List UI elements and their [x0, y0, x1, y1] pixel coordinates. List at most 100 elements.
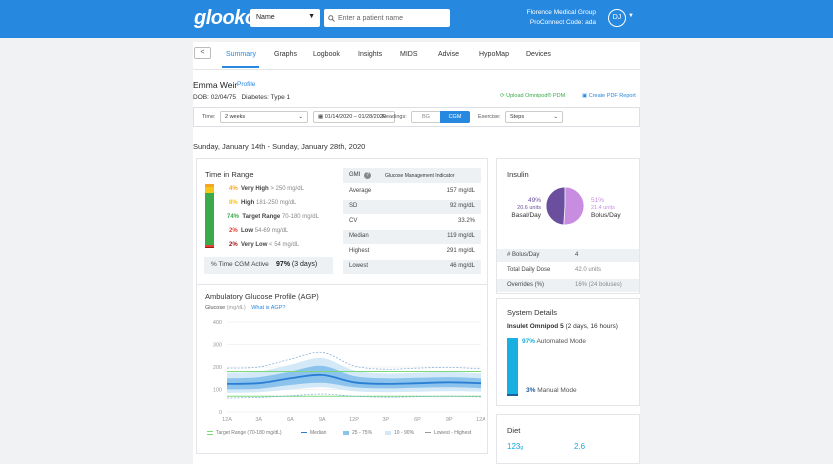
tab-hypomap[interactable]: HypoMap — [479, 51, 509, 58]
bolus-label: Bolus/Day — [591, 212, 621, 219]
highest-line — [226, 351, 482, 370]
legend-label: Target Range (70-180 mg/dL) — [216, 430, 282, 436]
x-tick-label: 12A — [476, 417, 485, 423]
insulin-row: Overrides (%) 16% (24 boluses) — [497, 279, 639, 292]
legend-swatch — [343, 430, 349, 435]
x-tick-label: 12A — [222, 417, 232, 423]
tab-insights[interactable]: Insights — [358, 51, 383, 58]
cgm-active-value: 97% — [276, 261, 291, 268]
avatar[interactable]: DJ — [608, 9, 626, 27]
insulin-title: Insulin — [507, 170, 529, 179]
chevron-down-icon[interactable]: ▼ — [628, 13, 634, 19]
agp-ylabel: Glucose (mg/dL) What is AGP? — [205, 305, 285, 311]
insulin-row-value: 42.0 units — [575, 267, 602, 273]
diabetes-label: Diabetes: — [241, 94, 269, 101]
patient-search-input[interactable]: Enter a patient name — [324, 9, 450, 27]
insulin-row: Total Daily Dose 42.0 units — [497, 264, 639, 277]
automated-mode-row: 97% Automated Mode — [522, 338, 586, 345]
cgm-active-box: % Time CGM Active 97% (3 days) — [204, 257, 333, 274]
readings-label: Readings: — [382, 114, 407, 120]
tir-low-range: 54-69 mg/dL — [254, 228, 289, 234]
legend-10-90: 10 - 90% — [385, 430, 414, 436]
y-tick-label: 300 — [213, 343, 222, 349]
help-icon[interactable]: ? — [364, 172, 372, 179]
legend-25-75: 25 - 75% — [343, 430, 372, 436]
back-button[interactable]: < — [194, 47, 211, 59]
agp-ylabel-text: Glucose — [205, 305, 226, 311]
time-select[interactable]: 2 weeks ⌄ — [220, 111, 308, 123]
tab-mids[interactable]: MIDS — [400, 51, 418, 58]
tir-bar-segment — [205, 192, 214, 246]
upload-omnipod-link[interactable]: ⟳ Upload Omnipod® PDM — [500, 93, 565, 99]
what-is-agp-link[interactable]: What is AGP? — [251, 305, 286, 311]
tir-target-range: 70-180 mg/dL — [281, 214, 319, 220]
name-select-value: Name — [256, 14, 275, 21]
legend-swatch — [425, 432, 431, 434]
tir-bar-segment — [205, 245, 214, 247]
pdf-label: Create PDF Report — [588, 93, 636, 99]
stat-row: Highest 291 mg/dL — [343, 245, 481, 259]
tir-very-high-pct: 4% — [229, 186, 238, 192]
chevron-down-icon: ⌄ — [298, 114, 303, 120]
divider — [196, 284, 488, 285]
legend-target: Target Range (70-180 mg/dL) — [207, 430, 282, 436]
stat-row: CV 33.2% — [343, 215, 481, 229]
tir-row-low: 2% Low 54-69 mg/dL — [229, 228, 288, 234]
mode-bar — [507, 338, 518, 396]
stat-label: CV — [349, 218, 358, 224]
tab-logbook[interactable]: Logbook — [313, 51, 340, 58]
create-pdf-link[interactable]: ▣ Create PDF Report — [582, 93, 636, 99]
stat-label: Highest — [349, 248, 370, 254]
legend-label: Median — [310, 430, 327, 436]
tir-target-pct: 74% — [227, 214, 240, 220]
insulin-row-value: 16% (24 boluses) — [575, 282, 622, 288]
dob-label: DOB: — [193, 94, 209, 101]
stat-label: Lowest — [349, 263, 369, 269]
search-placeholder: Enter a patient name — [338, 14, 403, 22]
legend-swatch — [301, 431, 307, 434]
logo[interactable]: glooko — [194, 7, 257, 29]
stat-value: 33.2% — [457, 218, 475, 224]
x-tick-label: 3P — [382, 417, 389, 423]
system-details-card — [496, 298, 640, 406]
y-tick-label: 200 — [213, 365, 222, 371]
manual-label: Manual Mode — [537, 387, 577, 394]
gmi-header-row: GMI ? Glucose Management Indicator — [343, 168, 481, 183]
tab-graphs[interactable]: Graphs — [274, 51, 297, 58]
exercise-select[interactable]: Steps ⌄ — [505, 111, 563, 123]
tir-low-pct: 2% — [229, 228, 238, 234]
tab-advise[interactable]: Advise — [438, 51, 460, 58]
diet-title: Diet — [507, 426, 521, 435]
profile-link[interactable]: Profile — [237, 81, 256, 88]
device-info: Insulet Omnipod 5 (2 days, 16 hours) — [507, 323, 618, 330]
date-range-picker[interactable]: ▦ 01/14/2020 – 01/28/2020 — [313, 111, 395, 123]
insulin-row-label: # Bolus/Day — [507, 252, 540, 258]
tir-high-range: 181-250 mg/dL — [256, 200, 297, 206]
cgm-active-days: (3 days) — [291, 261, 318, 268]
insulin-pie — [545, 186, 585, 226]
name-select[interactable]: Name ▼ — [250, 9, 320, 27]
tir-high-pct: 8% — [229, 200, 238, 206]
tab-summary[interactable]: Summary — [226, 51, 256, 58]
manual-mode-row: 3% Manual Mode — [526, 387, 577, 394]
basal-pct: 49% — [527, 197, 541, 204]
readings-cgm-button[interactable]: CGM — [440, 111, 470, 123]
diet-value-1-unit: g — [520, 445, 524, 451]
stat-row: Average 157 mg/dL — [343, 185, 481, 199]
exercise-select-value: Steps — [510, 114, 525, 120]
stat-row: Median 119 mg/dL — [343, 230, 481, 244]
automated-mode-fill — [507, 338, 518, 395]
tir-bar-segment — [205, 246, 214, 248]
readings-bg-button[interactable]: BG — [411, 111, 441, 123]
tab-devices[interactable]: Devices — [526, 51, 551, 58]
tir-very-low-pct: 2% — [229, 242, 238, 248]
x-tick-label: 6P — [414, 417, 421, 423]
filter-bar: Time: 2 weeks ⌄ ▦ 01/14/2020 – 01/28/202… — [193, 107, 640, 127]
time-select-value: 2 weeks — [225, 114, 246, 120]
stat-row: Lowest 46 mg/dL — [343, 260, 481, 274]
x-tick-label: 6A — [287, 417, 294, 423]
legend-label: 25 - 75% — [352, 430, 373, 436]
insulin-row-value: 4 — [575, 252, 579, 258]
tir-target-label: Target Range — [242, 214, 281, 220]
legend-label: 10 - 90% — [394, 430, 415, 436]
